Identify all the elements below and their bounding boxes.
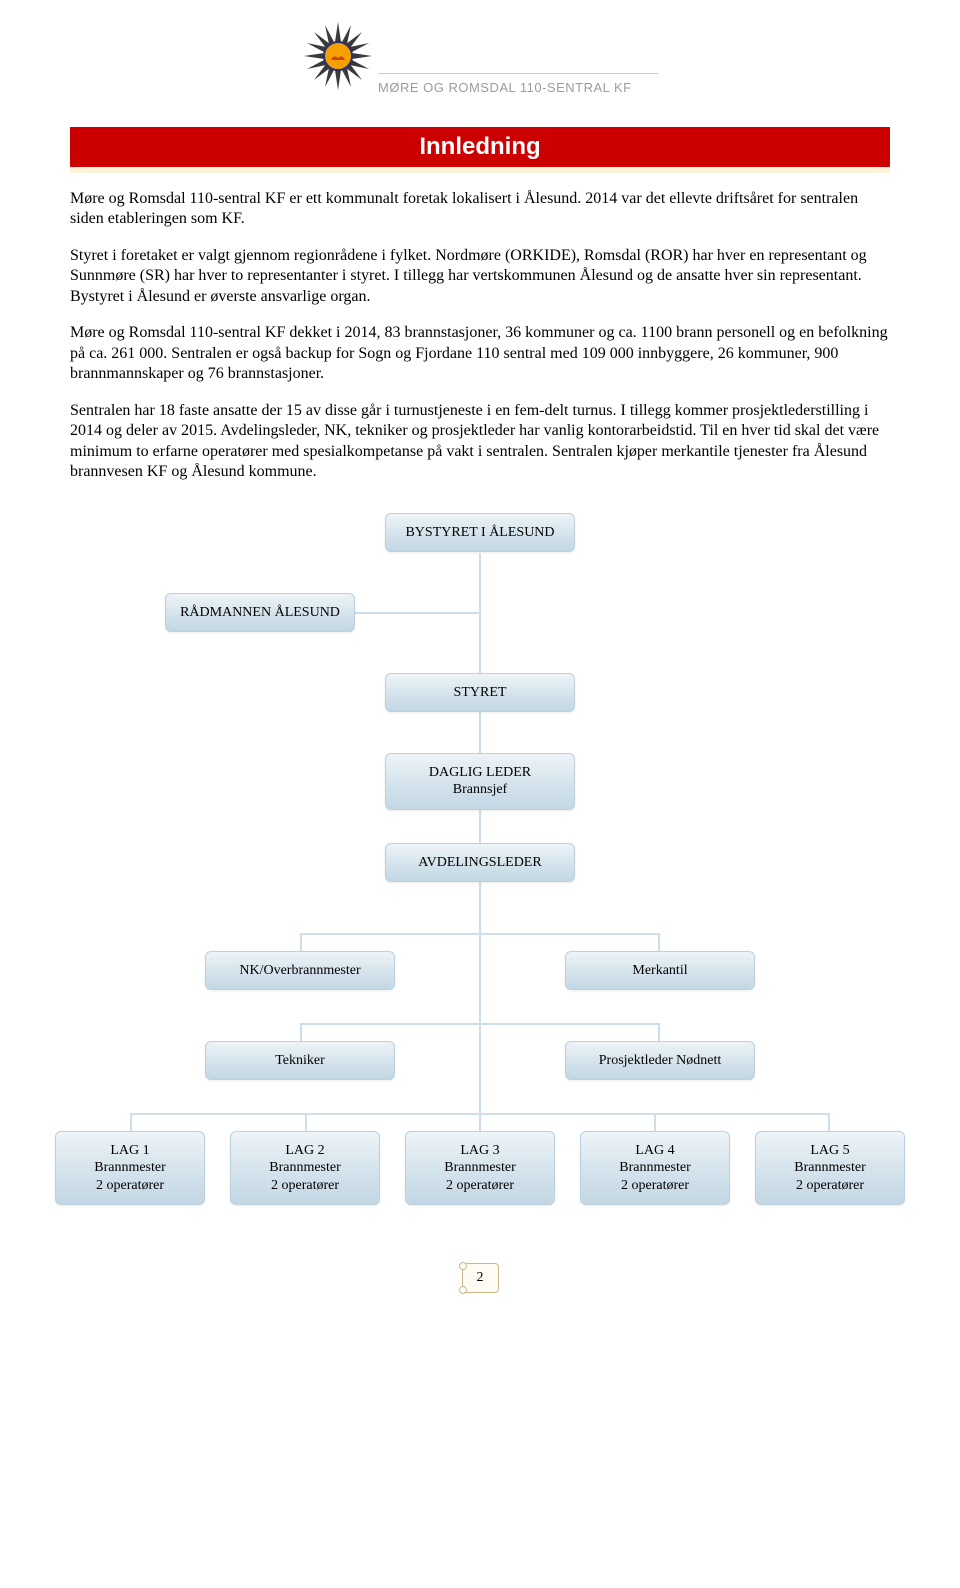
org-node-sublabel: 2 operatører [589, 1177, 721, 1195]
page-number: 2 [462, 1263, 499, 1293]
paragraph: Møre og Romsdal 110-sentral KF dekket i … [70, 323, 890, 384]
connector [300, 1023, 302, 1043]
org-node-lag: LAG 2 Brannmester 2 operatører [230, 1131, 380, 1206]
paragraph: Møre og Romsdal 110-sentral KF er ett ko… [70, 189, 890, 230]
connector [305, 1113, 307, 1133]
org-node-label: Tekniker [214, 1052, 386, 1070]
connector [479, 553, 481, 1113]
org-node-label: BYSTYRET I ÅLESUND [394, 524, 566, 542]
org-node-label: LAG 2 [239, 1142, 371, 1160]
org-node-label: LAG 1 [64, 1142, 196, 1160]
org-node-label: Prosjektleder Nødnett [574, 1052, 746, 1070]
org-node-sublabel: 2 operatører [764, 1177, 896, 1195]
logo [302, 20, 374, 97]
org-node-avdelingsleder: AVDELINGSLEDER [385, 843, 575, 883]
org-node-lag: LAG 3 Brannmester 2 operatører [405, 1131, 555, 1206]
connector [654, 1113, 656, 1133]
org-node-bystyret: BYSTYRET I ÅLESUND [385, 513, 575, 553]
org-node-sublabel: Brannmester [764, 1159, 896, 1177]
org-node-label: NK/Overbrannmester [214, 962, 386, 980]
org-node-sublabel: Brannmester [239, 1159, 371, 1177]
page-number-wrap: 2 [70, 1263, 890, 1293]
connector [300, 933, 302, 953]
org-node-label: LAG 3 [414, 1142, 546, 1160]
connector [479, 1113, 481, 1133]
header-subtitle: MØRE OG ROMSDAL 110-SENTRAL KF [378, 73, 658, 95]
body-text: Møre og Romsdal 110-sentral KF er ett ko… [70, 189, 890, 483]
paragraph: Sentralen har 18 faste ansatte der 15 av… [70, 401, 890, 483]
org-node-sublabel: Brannmester [589, 1159, 721, 1177]
section-title: Innledning [70, 127, 890, 173]
org-node-lag: LAG 4 Brannmester 2 operatører [580, 1131, 730, 1206]
paragraph: Styret i foretaket er valgt gjennom regi… [70, 246, 890, 307]
org-node-label: LAG 5 [764, 1142, 896, 1160]
org-node-daglig-leder: DAGLIG LEDER Brannsjef [385, 753, 575, 810]
org-node-nk: NK/Overbrannmester [205, 951, 395, 991]
org-node-label: STYRET [394, 684, 566, 702]
connector [658, 1023, 660, 1043]
sun-emblem-icon [302, 20, 374, 92]
org-chart: BYSTYRET I ÅLESUND RÅDMANNEN ÅLESUND STY… [70, 513, 890, 1233]
org-node-sublabel: 2 operatører [64, 1177, 196, 1195]
org-node-label: AVDELINGSLEDER [394, 854, 566, 872]
org-node-sublabel: Brannsjef [394, 781, 566, 799]
document-header: MØRE OG ROMSDAL 110-SENTRAL KF [70, 20, 890, 97]
connector [828, 1113, 830, 1133]
org-node-sublabel: 2 operatører [239, 1177, 371, 1195]
org-node-label: RÅDMANNEN ÅLESUND [174, 604, 346, 622]
org-node-merkantil: Merkantil [565, 951, 755, 991]
org-node-radmannen: RÅDMANNEN ÅLESUND [165, 593, 355, 633]
org-node-sublabel: Brannmester [414, 1159, 546, 1177]
org-node-label: Merkantil [574, 962, 746, 980]
connector [658, 933, 660, 953]
org-node-sublabel: 2 operatører [414, 1177, 546, 1195]
connector [130, 1113, 132, 1133]
org-node-prosjektleder: Prosjektleder Nødnett [565, 1041, 755, 1081]
connector [353, 612, 480, 614]
connector [300, 933, 660, 935]
org-node-label: LAG 4 [589, 1142, 721, 1160]
org-node-label: DAGLIG LEDER [394, 764, 566, 782]
connector [300, 1023, 660, 1025]
org-node-tekniker: Tekniker [205, 1041, 395, 1081]
org-node-sublabel: Brannmester [64, 1159, 196, 1177]
org-node-styret: STYRET [385, 673, 575, 713]
org-node-lag: LAG 1 Brannmester 2 operatører [55, 1131, 205, 1206]
org-node-lag: LAG 5 Brannmester 2 operatører [755, 1131, 905, 1206]
